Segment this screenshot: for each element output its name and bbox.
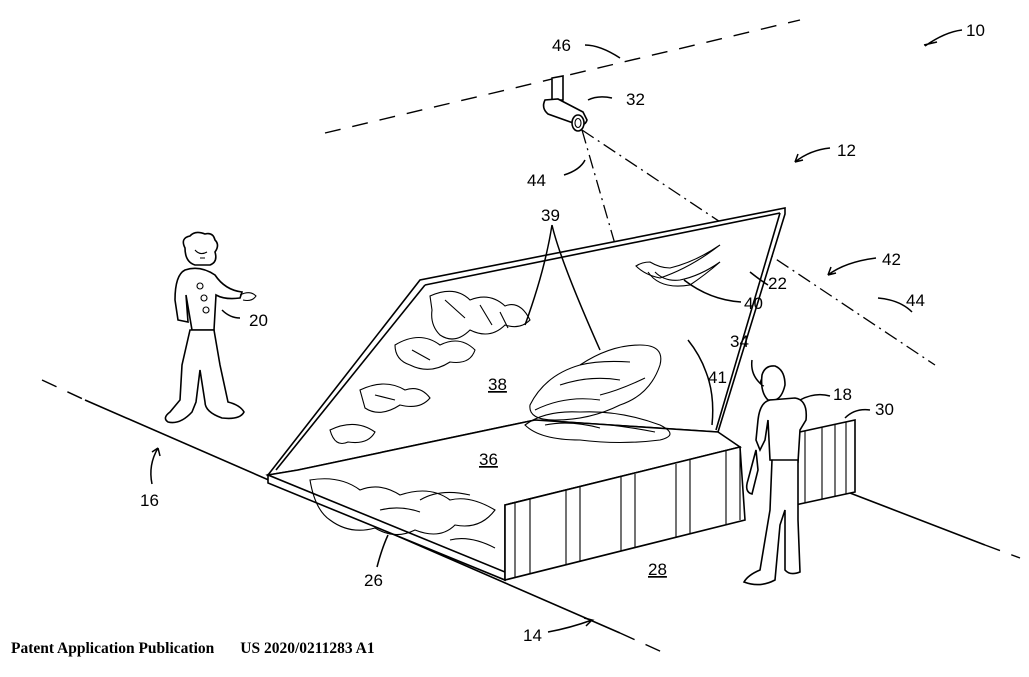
publication-label: Patent Application Publication — [11, 640, 214, 658]
projector — [544, 76, 587, 131]
ref-44-left: 44 — [527, 171, 546, 190]
ref-22: 22 — [768, 274, 787, 293]
ref-36: 36 — [479, 450, 498, 469]
ref-41: 41 — [708, 368, 727, 387]
ref-28: 28 — [648, 560, 667, 579]
guest-figure — [744, 366, 806, 585]
ref-46: 46 — [552, 36, 571, 55]
ref-12: 12 — [837, 141, 856, 160]
ref-40: 40 — [744, 294, 763, 313]
ref-34: 34 — [730, 332, 749, 351]
ref-42: 42 — [882, 250, 901, 269]
ref-39: 39 — [541, 206, 560, 225]
ref-30: 30 — [875, 400, 894, 419]
ref-18: 18 — [833, 385, 852, 404]
ref-16: 16 — [140, 491, 159, 510]
publication-footer: Patent Application Publication US 2020/02… — [11, 640, 375, 658]
publication-number: US 2020/0211283 A1 — [240, 640, 374, 658]
ref-20: 20 — [249, 311, 268, 330]
clown-figure — [165, 232, 256, 422]
ref-44-right: 44 — [906, 291, 925, 310]
ref-14: 14 — [523, 626, 542, 645]
ref-38: 38 — [488, 375, 507, 394]
ref-10: 10 — [966, 21, 985, 40]
ref-26: 26 — [364, 571, 383, 590]
ref-32: 32 — [626, 90, 645, 109]
